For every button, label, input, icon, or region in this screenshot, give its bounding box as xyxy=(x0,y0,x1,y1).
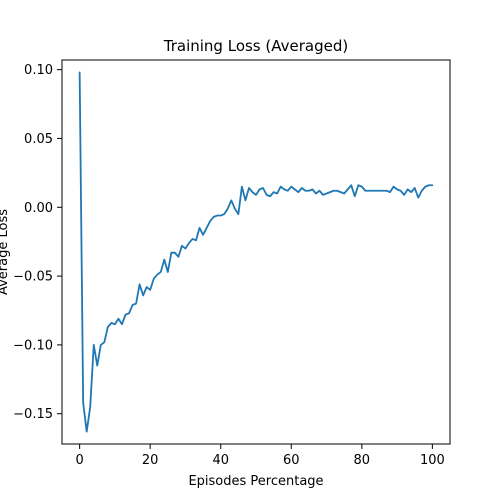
y-tick-label: −0.15 xyxy=(13,407,53,422)
y-tick-label: −0.05 xyxy=(13,270,53,285)
chart-title: Training Loss (Averaged) xyxy=(163,37,348,55)
x-tick-label: 20 xyxy=(142,453,159,468)
y-axis-label: Average Loss xyxy=(0,209,11,295)
plot-frame xyxy=(61,59,451,445)
x-axis-ticks: 0 20 40 60 80 100 xyxy=(75,444,445,468)
x-axis-label: Episodes Percentage xyxy=(188,474,323,489)
x-tick-label: 0 xyxy=(75,453,83,468)
series-layer xyxy=(78,71,434,433)
y-axis-ticks: −0.15 −0.10 −0.05 0.00 0.05 0.10 xyxy=(13,63,62,422)
x-tick-label: 60 xyxy=(283,453,300,468)
series-line xyxy=(78,71,434,433)
x-tick-label: 100 xyxy=(420,453,445,468)
x-tick-label: 80 xyxy=(354,453,371,468)
y-tick-label: 0.05 xyxy=(24,132,53,147)
y-tick-label: −0.10 xyxy=(13,338,53,353)
x-tick-label: 40 xyxy=(212,453,229,468)
y-tick-label: 0.00 xyxy=(24,201,53,216)
y-tick-label: 0.10 xyxy=(24,63,53,78)
